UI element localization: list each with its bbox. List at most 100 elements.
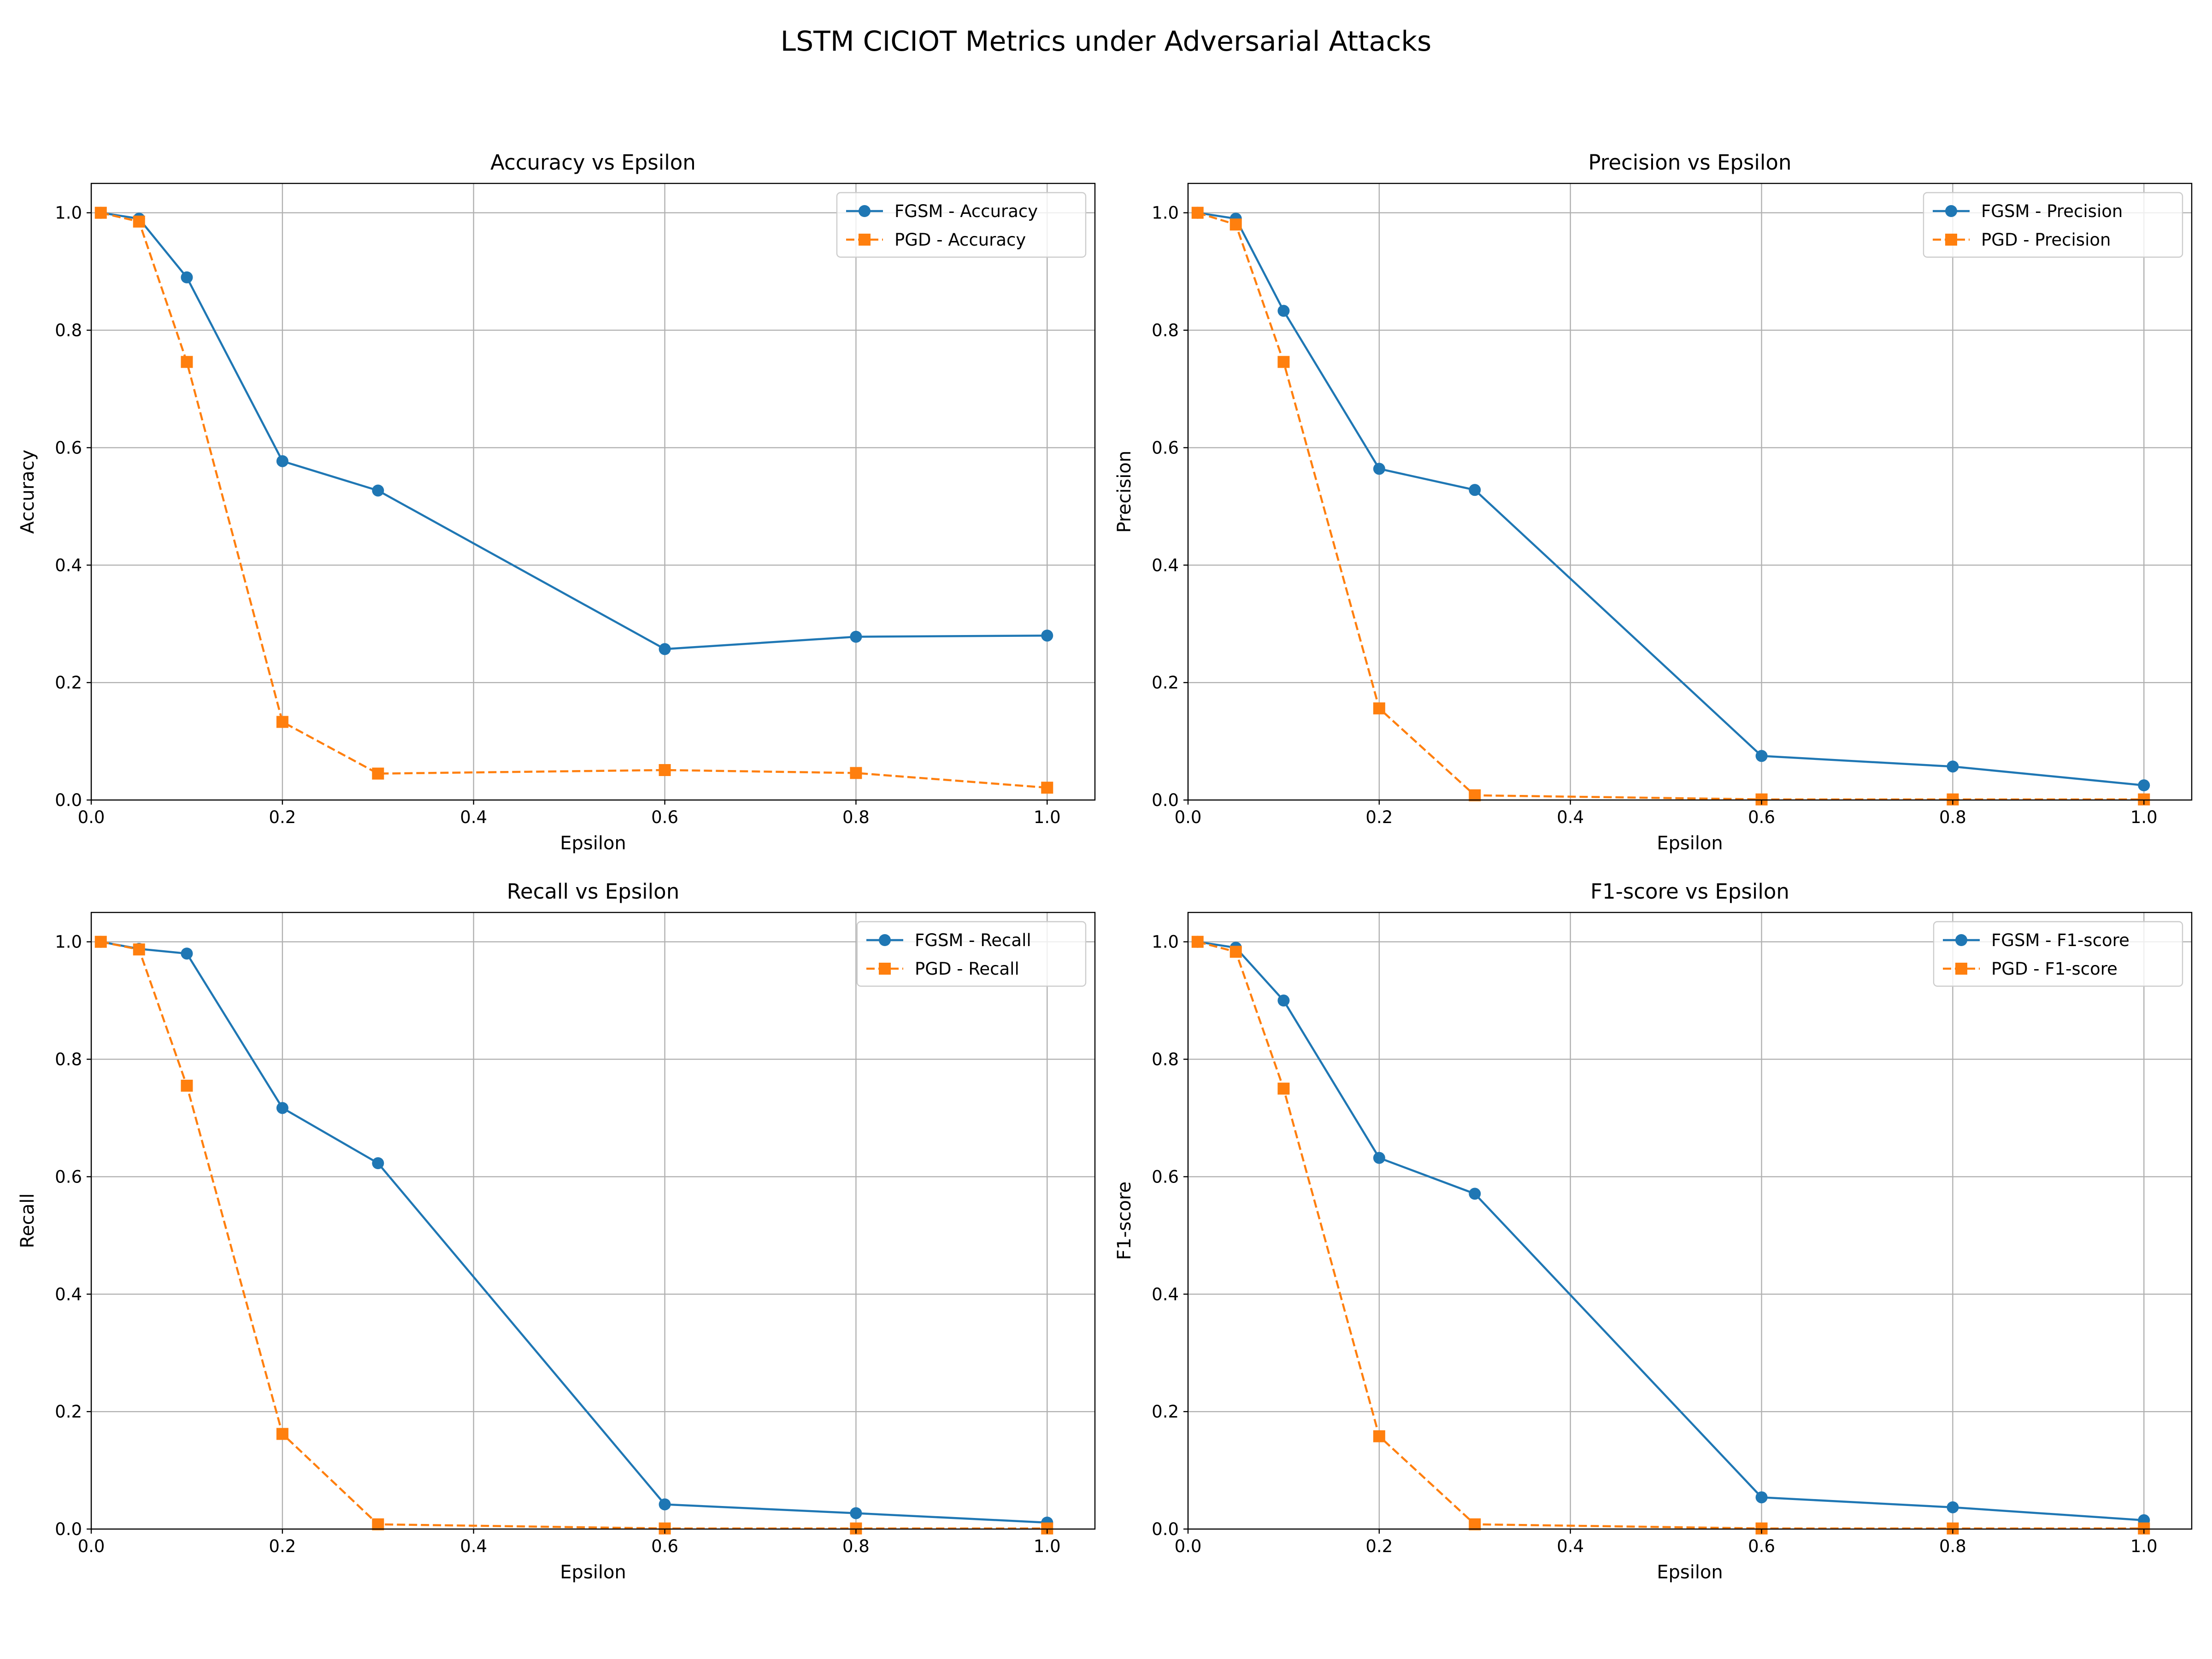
data-point-pgd-f1-score [1277,1082,1290,1095]
legend: FGSM - Accuracy PGD - Accuracy [836,192,1087,258]
series-line-pgd-precision [1197,212,2144,800]
legend-marker-fgsm-recall [879,934,891,946]
legend-marker-pgd-precision [1945,234,1957,246]
x-tick-label: 1.0 [2130,807,2158,827]
x-axis-label: Epsilon [1657,833,1723,854]
y-tick-label: 0.2 [55,1402,82,1422]
x-tick-label: 1.0 [1034,1536,1061,1556]
legend-box [836,192,1087,258]
data-point-pgd-accuracy [181,356,193,368]
legend-marker-pgd-f1-score [1955,963,1967,975]
y-tick-label: 0.2 [55,673,82,693]
data-point-fgsm-recall [181,947,193,960]
y-tick-label: 1.0 [55,932,82,952]
series-line-fgsm-recall [100,941,1047,1524]
x-tick-label: 0.6 [651,1536,678,1556]
y-tick-label: 0.2 [1152,1402,1179,1422]
series-line-pgd-f1-score [1197,941,2144,1530]
legend-marker-pgd-recall [879,963,891,975]
data-point-fgsm-f1-score [1469,1188,1481,1200]
x-tick-label: 1.0 [2130,1536,2158,1556]
data-point-pgd-recall [372,1518,384,1530]
y-tick-label: 0.0 [55,1519,82,1539]
legend-marker-fgsm-precision [1945,205,1957,217]
x-tick-label: 0.2 [1365,807,1393,827]
y-tick-label: 0.0 [1152,1519,1179,1539]
data-point-pgd-f1-score [1230,946,1242,958]
y-tick-label: 0.4 [1152,555,1179,575]
y-tick-label: 0.8 [55,321,82,341]
legend-label-fgsm-accuracy: FGSM - Accuracy [894,201,1038,221]
subplot-title: Recall vs Epsilon [507,879,679,904]
data-point-pgd-precision [1230,218,1242,231]
data-point-pgd-accuracy [659,764,671,777]
data-point-fgsm-recall [276,1102,288,1114]
y-tick-label: 0.0 [55,790,82,810]
series-line-pgd-accuracy [100,212,1047,789]
axes-frame [90,182,1096,801]
x-tick-label: 0.0 [1175,1536,1202,1556]
subplot-accuracy: 0.0 0.2 0.4 0.6 0.8 1.0 0.0 0.2 0.4 0.6 0.8 1.0 Accu… [17,150,1096,854]
subplot-precision: 0.0 0.2 0.4 0.6 0.8 1.0 0.0 0.2 0.4 0.6 0.8 1.0 Prec… [1114,150,2193,854]
x-tick-label: 0.6 [1748,1536,1775,1556]
data-point-pgd-accuracy [94,206,107,219]
axes-frame [1187,182,2193,801]
series-line-fgsm-accuracy [100,212,1047,650]
x-tick-label: 0.8 [842,1536,870,1556]
x-tick-label: 0.8 [842,807,870,827]
subplot-title: F1-score vs Epsilon [1590,879,1789,904]
x-tick-label: 0.4 [1557,1536,1584,1556]
x-tick-label: 0.0 [1175,807,1202,827]
x-tick-label: 0.6 [651,807,678,827]
data-point-pgd-recall [94,935,107,948]
legend: FGSM - F1-score PGD - F1-score [1933,921,2183,987]
data-point-pgd-accuracy [372,767,384,780]
x-tick-label: 1.0 [1034,807,1061,827]
subplot-title: Precision vs Epsilon [1588,150,1792,175]
data-point-pgd-precision [1191,206,1204,219]
y-tick-label: 0.2 [1152,673,1179,693]
y-tick-label: 1.0 [1152,203,1179,223]
data-point-fgsm-recall [372,1157,384,1170]
y-tick-label: 0.6 [55,1167,82,1187]
data-point-fgsm-accuracy [276,455,288,467]
x-tick-label: 0.8 [1939,807,1966,827]
data-point-fgsm-accuracy [659,643,671,655]
data-point-fgsm-recall [850,1507,862,1519]
y-axis-label: Precision [1114,451,1135,533]
legend-label-pgd-precision: PGD - Precision [1981,230,2111,250]
x-tick-label: 0.2 [1365,1536,1393,1556]
data-point-fgsm-precision [1755,750,1768,762]
series-line-fgsm-precision [1197,212,2144,787]
data-point-pgd-precision [1373,702,1385,715]
x-tick-label: 0.4 [460,1536,487,1556]
data-point-fgsm-precision [1277,305,1290,317]
data-point-fgsm-f1-score [1373,1152,1385,1164]
data-point-fgsm-f1-score [1947,1501,1959,1513]
data-point-pgd-accuracy [850,767,862,779]
y-tick-label: 0.4 [55,1284,82,1304]
y-tick-label: 1.0 [1152,932,1179,952]
y-axis-label: Recall [17,1193,38,1248]
series-line-fgsm-f1-score [1197,941,2144,1522]
data-point-pgd-recall [133,943,145,956]
figure-title: LSTM CICIOT Metrics under Adversarial At… [780,25,1432,58]
series-line-pgd-recall [100,941,1047,1530]
legend-box [856,921,1087,987]
axes-frame [90,912,1096,1530]
y-tick-label: 0.8 [55,1050,82,1070]
y-tick-label: 0.8 [1152,321,1179,341]
subplot-recall: 0.0 0.2 0.4 0.6 0.8 1.0 0.0 0.2 0.4 0.6 0.8 1.0 Reca… [17,879,1096,1583]
y-axis-label: Accuracy [17,450,38,534]
legend: FGSM - Recall PGD - Recall [856,921,1087,987]
x-axis-label: Epsilon [560,833,626,854]
legend-label-fgsm-precision: FGSM - Precision [1981,201,2123,221]
data-point-fgsm-accuracy [850,630,862,643]
x-tick-label: 0.4 [460,807,487,827]
legend-label-pgd-f1-score: PGD - F1-score [1991,959,2118,979]
x-tick-label: 0.6 [1748,807,1775,827]
data-point-pgd-f1-score [1469,1518,1481,1530]
data-point-pgd-recall [276,1428,288,1440]
legend-label-fgsm-recall: FGSM - Recall [915,930,1031,950]
subplot-title: Accuracy vs Epsilon [490,150,696,175]
